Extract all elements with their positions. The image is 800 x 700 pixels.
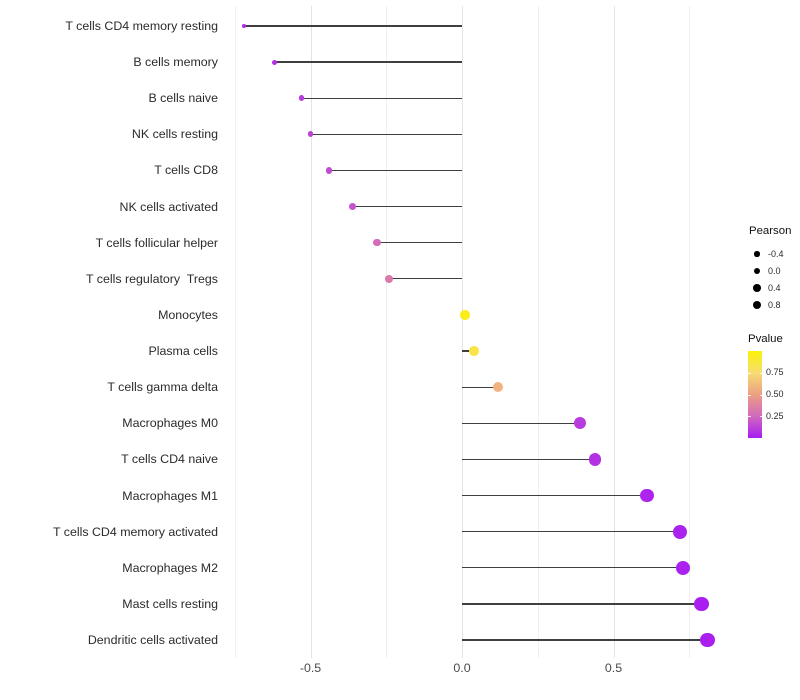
lollipop-stem [389, 278, 462, 280]
y-axis-label: T cells CD4 naive [121, 452, 218, 467]
colorbar-tick-label: 0.75 [766, 367, 784, 378]
y-axis-label: B cells memory [133, 55, 218, 70]
lollipop-stem [462, 567, 684, 569]
lollipop-stem [462, 531, 681, 533]
lollipop-dot [349, 203, 357, 211]
lollipop-stem [462, 458, 596, 461]
lollipop-dot [640, 488, 654, 503]
colorbar-tickmark [748, 372, 751, 374]
lollipop-dot [469, 346, 479, 356]
lollipop-dot [241, 23, 247, 29]
x-tick-label: 0.5 [604, 661, 623, 675]
lollipop-stem [462, 494, 647, 497]
lollipop-dot [373, 239, 381, 247]
lollipop-dot [676, 560, 691, 575]
lollipop-stem [352, 205, 462, 208]
y-axis-label: T cells regulatory Tregs [86, 271, 218, 286]
pearson-legend-label: 0.8 [768, 299, 781, 310]
pearson-legend-label: 0.4 [768, 282, 781, 293]
lollipop-stem [377, 242, 462, 244]
colorbar-tickmark [759, 394, 762, 396]
lollipop-dot [325, 167, 332, 174]
lollipop-stem [243, 25, 462, 27]
y-axis-label: T cells CD8 [154, 163, 218, 178]
y-axis-label: Macrophages M1 [122, 488, 218, 503]
gridline-minor [234, 6, 236, 658]
lollipop-stem [462, 350, 475, 352]
lollipop-dot [673, 524, 688, 539]
gridline-major [613, 6, 615, 658]
y-axis-label: Monocytes [158, 307, 218, 322]
pvalue-legend-title: Pvalue [748, 333, 783, 345]
lollipop-dot [574, 417, 587, 430]
y-axis-label: T cells follicular helper [95, 235, 218, 250]
y-axis-label: T cells gamma delta [107, 380, 218, 395]
lollipop-stem [310, 133, 462, 135]
pearson-legend-dot [752, 300, 762, 310]
lollipop-dot [385, 275, 394, 283]
lollipop-dot [307, 131, 314, 138]
colorbar-tick-label: 0.50 [766, 389, 784, 399]
pearson-legend-label: -0.4 [768, 248, 784, 259]
colorbar-tick-label: 0.25 [766, 410, 784, 421]
lollipop-stem [462, 639, 708, 641]
colorbar-tickmark [748, 416, 751, 418]
lollipop-dot [700, 632, 715, 648]
colorbar-tickmark [748, 394, 751, 396]
lollipop-dot [460, 310, 470, 320]
y-axis-label: NK cells resting [131, 127, 218, 142]
lollipop-dot [589, 453, 602, 466]
y-axis-label: T cells CD4 memory activated [52, 524, 218, 539]
lollipop-dot [694, 596, 709, 612]
pearson-legend-dot [754, 251, 760, 257]
y-axis-label: Mast cells resting [122, 596, 218, 611]
x-tick-label: 0.0 [453, 661, 471, 675]
y-axis-label: T cells CD4 memory resting [65, 19, 218, 33]
pearson-legend-dot [753, 267, 761, 275]
lollipop-stem [462, 422, 581, 424]
lollipop-stem [462, 603, 702, 605]
y-axis-label: NK cells activated [119, 199, 218, 214]
lollipop-dot [271, 59, 277, 65]
pearson-legend-dot [753, 284, 761, 292]
y-axis-label: Macrophages M0 [122, 416, 218, 431]
lollipop-stem [462, 386, 499, 388]
pearson-legend-label: 0.0 [768, 265, 781, 276]
gridline-major [310, 6, 312, 658]
x-tick-label: -0.5 [299, 661, 322, 675]
lollipop-dot [493, 382, 504, 393]
pvalue-colorbar [748, 351, 762, 438]
lollipop-stem [274, 61, 462, 63]
colorbar-tickmark [759, 372, 762, 374]
lollipop-stem [328, 169, 462, 172]
y-axis-label: Macrophages M2 [122, 560, 218, 575]
lollipop-stem [301, 97, 462, 99]
y-axis-label: B cells naive [148, 91, 218, 106]
y-axis-label: Dendritic cells activated [87, 633, 218, 648]
pearson-legend-title: Pearson [749, 225, 792, 237]
gridline-minor [689, 6, 691, 658]
gridline-minor [386, 6, 388, 658]
lollipop-dot [298, 95, 305, 102]
gridline-major [462, 6, 463, 658]
y-axis-label: Plasma cells [148, 344, 218, 359]
colorbar-tickmark [759, 416, 762, 418]
gridline-minor [537, 6, 539, 658]
